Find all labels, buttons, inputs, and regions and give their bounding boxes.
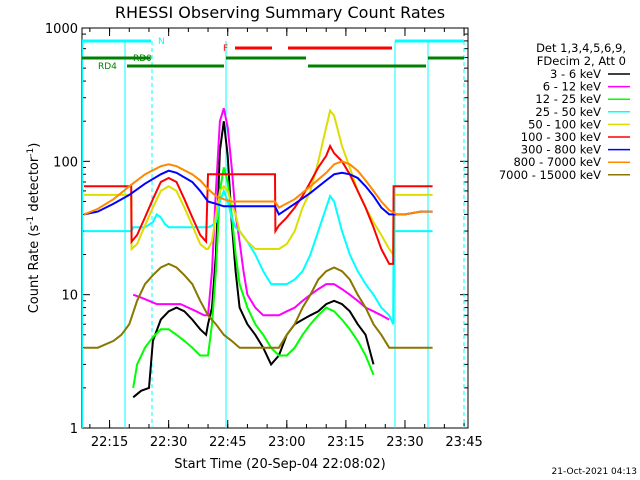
series-line: [84, 108, 433, 258]
footer-timestamp: 21-Oct-2021 04:13: [552, 467, 637, 477]
y-tick-label: 10: [61, 289, 78, 304]
legend-entry-label: 25 - 50 keV: [535, 105, 601, 119]
legend-entry-label: 12 - 25 keV: [535, 92, 601, 106]
series-line: [83, 160, 433, 216]
series-line: [84, 262, 433, 349]
legend-entry-label: 7000 - 15000 keV: [499, 168, 601, 182]
legend-entry-label: 6 - 12 keV: [543, 80, 601, 94]
series-line: [83, 169, 433, 216]
vertical-markers: [82, 41, 465, 428]
legend-header-2: FDecim 2, Att 0: [537, 54, 626, 68]
series-line: [132, 121, 375, 399]
legend-entry-label: 800 - 7000 keV: [513, 155, 601, 169]
x-axis-label: Start Time (20-Sep-04 22:08:02): [174, 457, 385, 472]
series-line: [84, 143, 433, 265]
legend-entry-label: 3 - 6 keV: [550, 67, 601, 81]
status-bars: N F RD0 RD4: [82, 37, 464, 72]
y-axis-label: Count Rate (s-1 detector-1): [26, 143, 42, 314]
legend-entry-label: 50 - 100 keV: [528, 117, 601, 131]
y-tick-label: 1000: [45, 22, 78, 37]
x-tick-label: 22:45: [209, 435, 246, 450]
x-tick-label: 22:15: [91, 435, 128, 450]
x-tick-label: 22:30: [150, 435, 187, 450]
flare-label: F: [223, 44, 228, 54]
data-series: [83, 108, 433, 399]
x-tick-label: 23:45: [445, 435, 482, 450]
legend-header-1: Det 1,3,4,5,6,9,: [536, 41, 626, 55]
y-tick-label: 100: [53, 155, 78, 170]
x-tick-label: 23:00: [268, 435, 305, 450]
series-line: [132, 108, 390, 321]
y-tick-label: 1: [70, 422, 78, 437]
rd4-label: RD4: [98, 62, 117, 72]
x-tick-label: 23:30: [386, 435, 423, 450]
legend: Det 1,3,4,5,6,9, FDecim 2, Att 0 3 - 6 k…: [499, 41, 630, 182]
x-tick-label: 23:15: [327, 435, 364, 450]
legend-entry-label: 300 - 800 keV: [521, 143, 601, 157]
chart-title: RHESSI Observing Summary Count Rates: [115, 3, 445, 22]
rd0-label: RD0: [133, 54, 152, 64]
series-line: [132, 167, 375, 389]
axis-ticks: 22:15 22:30 22:45 23:00 23:15 23:30 23:45 1 10 10…: [45, 22, 483, 450]
night-label: N: [158, 37, 165, 47]
legend-entry-label: 100 - 300 keV: [521, 130, 601, 144]
